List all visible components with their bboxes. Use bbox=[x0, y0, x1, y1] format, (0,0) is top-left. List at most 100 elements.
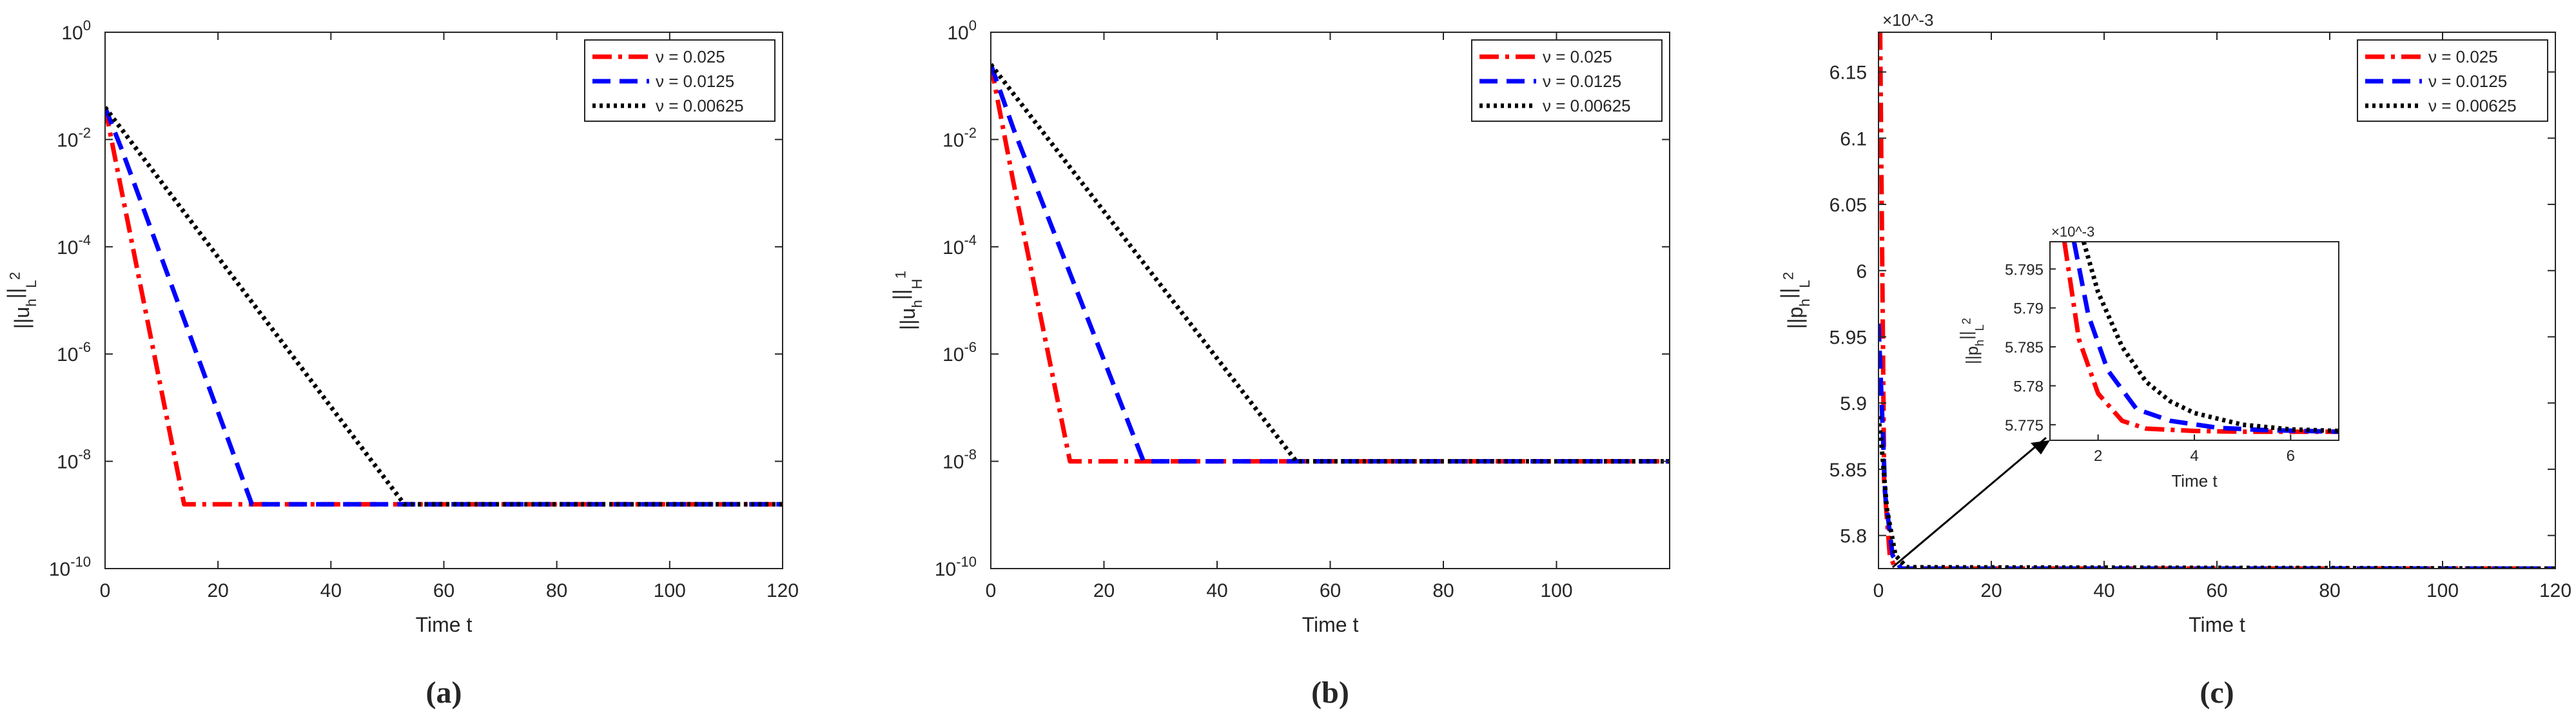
y-tick-exponent: -2 bbox=[78, 124, 91, 141]
inset: 2 4 6 5.775 5.78 5.785 5.79 5.795 Time t ||ph||L2… bbox=[1891, 224, 2339, 569]
x-tick-label: 80 bbox=[546, 580, 567, 601]
legend-label-0: ν = 0.025 bbox=[2428, 47, 2498, 66]
y-tick-label: 100 bbox=[61, 17, 91, 44]
inset-y-axis-label: ||ph||L2 bbox=[1956, 318, 1986, 364]
legend-label-2: ν = 0.00625 bbox=[656, 96, 744, 115]
legend-label-1: ν = 0.0125 bbox=[656, 72, 734, 91]
y-tick-label: 10-2 bbox=[57, 124, 91, 151]
series-line-2 bbox=[105, 106, 783, 507]
inset-y-tick-label: 5.79 bbox=[2013, 300, 2044, 318]
x-tick-label: 80 bbox=[2319, 580, 2340, 601]
y-tick-label: 5.85 bbox=[1830, 460, 1867, 481]
legend-label-2: ν = 0.00625 bbox=[1543, 96, 1631, 115]
inset-area bbox=[2050, 242, 2339, 440]
y-tick-base: 10 bbox=[942, 130, 964, 151]
inset-y-tick-label: 5.775 bbox=[2005, 417, 2044, 434]
y-tick-base: 10 bbox=[947, 23, 968, 44]
y-tick-label: 10-4 bbox=[942, 232, 977, 259]
panel-2: 0 20 40 60 80 100 120 5.8 5.85 5.9 5.95 6 6.05 6.1 6.1… bbox=[1777, 10, 2571, 710]
y-tick-label: 5.8 bbox=[1840, 526, 1867, 547]
y-tick-label: 5.9 bbox=[1840, 393, 1867, 415]
x-tick-label: 120 bbox=[766, 580, 799, 601]
y-axis-label: ||uh||H1 bbox=[889, 271, 925, 330]
panel-label: (a) bbox=[426, 676, 462, 710]
y-tick-exponent: -8 bbox=[964, 447, 977, 463]
series-line-1 bbox=[1878, 323, 2555, 569]
panel-1: 0 20 40 60 80 10010-1010-810-610-410-2100Time… bbox=[889, 17, 1670, 710]
x-tick-label: 40 bbox=[1206, 580, 1227, 601]
x-tick-label: 40 bbox=[320, 580, 342, 601]
inset-series-line-0 bbox=[2062, 242, 2339, 434]
y-tick-label: 10-10 bbox=[49, 554, 91, 580]
legend-label-0: ν = 0.025 bbox=[656, 47, 725, 66]
y-tick-base: 10 bbox=[942, 452, 964, 473]
x-tick-label: 60 bbox=[433, 580, 454, 601]
y-tick-label: 6 bbox=[1856, 261, 1867, 282]
y-tick-label: 10-10 bbox=[935, 554, 977, 580]
panel-0: 0 20 40 60 80 100 12010-1010-810-610-410-2100T… bbox=[3, 17, 799, 710]
y-axis-label: ||ph||L2 bbox=[1777, 272, 1813, 329]
y-tick-exponent: -4 bbox=[78, 232, 91, 248]
inset-x-axis-label: Time t bbox=[2171, 471, 2218, 491]
inset-y-tick-label: 5.795 bbox=[2005, 261, 2044, 278]
inset-y-tick-label: 5.78 bbox=[2013, 378, 2044, 395]
x-tick-label: 0 bbox=[100, 580, 111, 601]
y-tick-exponent: -10 bbox=[956, 554, 977, 570]
legend-label-0: ν = 0.025 bbox=[1543, 47, 1612, 66]
y-tick-base: 10 bbox=[57, 130, 78, 151]
inset-arrow bbox=[1891, 436, 2047, 569]
y-tick-base: 10 bbox=[935, 559, 956, 580]
y-tick-label: 10-8 bbox=[57, 447, 91, 473]
x-tick-label: 120 bbox=[2539, 580, 2571, 601]
x-tick-label: 60 bbox=[2206, 580, 2227, 601]
legend-label-2: ν = 0.00625 bbox=[2428, 96, 2517, 115]
inset-y-tick-label: 5.785 bbox=[2005, 339, 2044, 356]
y-tick-label: 10-6 bbox=[942, 339, 977, 366]
y-tick-label: 10-4 bbox=[57, 232, 91, 259]
y-tick-label: 10-8 bbox=[942, 447, 977, 473]
x-tick-label: 20 bbox=[207, 580, 228, 601]
y-tick-exponent: 0 bbox=[83, 17, 91, 34]
x-tick-label: 40 bbox=[2093, 580, 2114, 601]
y-tick-base: 10 bbox=[942, 344, 964, 366]
y-tick-base: 10 bbox=[942, 237, 964, 259]
legend-label-1: ν = 0.0125 bbox=[2428, 72, 2507, 91]
x-axis-label: Time t bbox=[2189, 613, 2245, 636]
y-tick-label: 10-6 bbox=[57, 339, 91, 366]
y-tick-base: 10 bbox=[61, 23, 83, 44]
y-tick-base: 10 bbox=[57, 237, 78, 259]
x-tick-label: 100 bbox=[1540, 580, 1572, 601]
x-axis-label: Time t bbox=[1302, 613, 1359, 636]
y-tick-label: 5.95 bbox=[1830, 327, 1867, 348]
y-tick-label: 100 bbox=[947, 17, 977, 44]
y-tick-label: 6.1 bbox=[1840, 128, 1867, 150]
x-tick-label: 0 bbox=[1873, 580, 1884, 601]
y-multiplier: ×10^-3 bbox=[1882, 10, 1933, 30]
inset-x-tick-label: 4 bbox=[2190, 447, 2198, 465]
x-tick-label: 60 bbox=[1320, 580, 1341, 601]
x-tick-label: 100 bbox=[654, 580, 686, 601]
x-tick-label: 100 bbox=[2426, 580, 2459, 601]
inset-arrowhead bbox=[2031, 440, 2050, 454]
y-tick-base: 10 bbox=[57, 344, 78, 366]
inset-series-line-2 bbox=[2081, 242, 2339, 433]
y-tick-base: 10 bbox=[49, 559, 70, 580]
panel-label: (b) bbox=[1311, 676, 1349, 710]
x-tick-label: 80 bbox=[1432, 580, 1454, 601]
y-tick-exponent: -4 bbox=[964, 232, 977, 248]
panel-label: (c) bbox=[2200, 676, 2234, 710]
inset-series-line-1 bbox=[2071, 242, 2339, 434]
y-tick-exponent: -2 bbox=[964, 124, 977, 141]
inset-y-multiplier: ×10^-3 bbox=[2051, 224, 2094, 240]
y-axis-label: ||uh||L2 bbox=[3, 272, 39, 329]
x-tick-label: 20 bbox=[1093, 580, 1115, 601]
inset-x-tick-label: 2 bbox=[2094, 447, 2102, 465]
inset-x-tick-label: 6 bbox=[2287, 447, 2295, 465]
y-tick-base: 10 bbox=[57, 452, 78, 473]
x-axis-label: Time t bbox=[416, 613, 473, 636]
x-tick-label: 20 bbox=[1980, 580, 2002, 601]
series-line-2 bbox=[1878, 416, 2555, 569]
y-tick-exponent: 0 bbox=[969, 17, 977, 34]
x-tick-label: 0 bbox=[986, 580, 997, 601]
